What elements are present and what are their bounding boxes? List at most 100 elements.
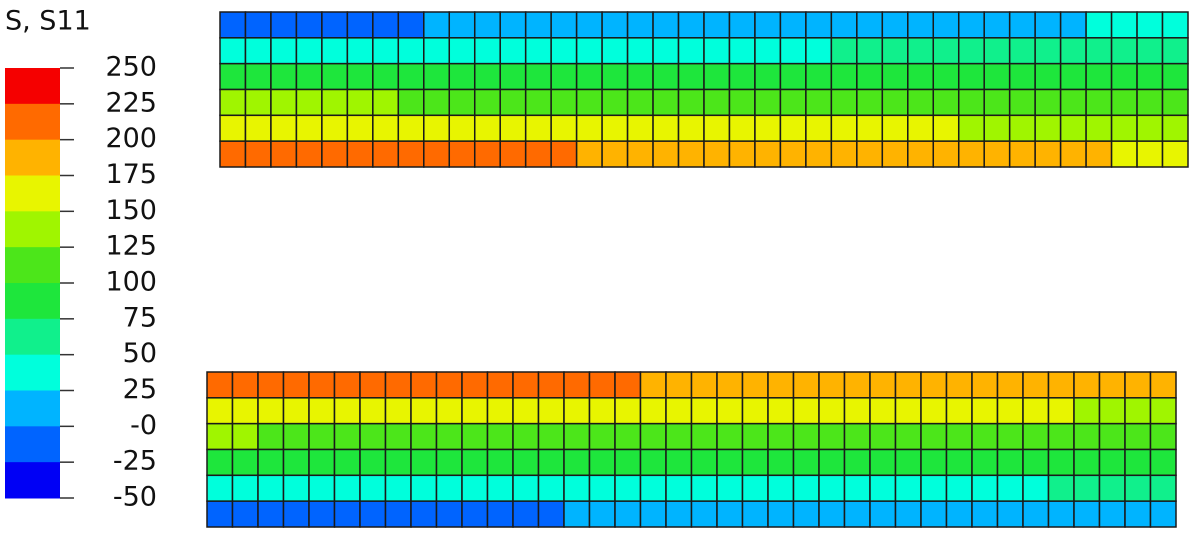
mesh-element — [384, 500, 412, 528]
mesh-element — [461, 500, 489, 528]
mesh-element — [601, 88, 629, 117]
mesh-element — [575, 37, 603, 65]
mesh-element — [282, 371, 310, 399]
mesh-element — [639, 422, 667, 451]
mesh-element — [448, 62, 476, 91]
mesh-element — [741, 448, 769, 477]
mesh-element — [639, 474, 667, 502]
mesh-element — [1124, 448, 1152, 477]
mesh-element — [665, 371, 693, 399]
mesh-element — [1136, 140, 1164, 168]
mesh-element — [869, 422, 897, 451]
mesh-element — [1047, 474, 1075, 502]
mesh-element — [728, 140, 756, 168]
mesh-element — [1149, 371, 1177, 399]
mesh-element — [397, 114, 425, 142]
mesh-element — [231, 448, 259, 477]
mesh-element — [1085, 62, 1113, 91]
mesh-element — [626, 11, 654, 39]
mesh-element — [601, 114, 629, 142]
mesh-element — [1022, 371, 1050, 399]
mesh-element — [665, 448, 693, 477]
mesh-element — [461, 422, 489, 451]
mesh-element — [499, 11, 527, 39]
mesh-element — [384, 474, 412, 502]
mesh-element — [563, 448, 591, 477]
mesh-element — [359, 500, 387, 528]
mesh-element — [716, 474, 744, 502]
mesh-element — [818, 448, 846, 477]
mesh-element — [563, 371, 591, 399]
mesh-element — [1073, 422, 1101, 451]
mesh-element — [945, 474, 973, 502]
mesh-element — [423, 37, 451, 65]
mesh-element — [1110, 11, 1138, 39]
mesh-element — [537, 397, 565, 425]
mesh-element — [282, 474, 310, 502]
mesh-element — [856, 140, 884, 168]
mesh-element — [1073, 371, 1101, 399]
mesh-element — [945, 422, 973, 451]
mesh-element — [894, 371, 922, 399]
mesh-element — [1034, 62, 1062, 91]
mesh-element — [983, 88, 1011, 117]
mesh-element — [219, 140, 247, 168]
mesh-element — [512, 397, 540, 425]
mesh-element — [1047, 371, 1075, 399]
legend-band — [5, 175, 60, 212]
mesh-element — [537, 371, 565, 399]
mesh-element — [754, 114, 782, 142]
mesh-element — [206, 474, 234, 502]
mesh-element — [333, 474, 361, 502]
mesh-element — [843, 474, 871, 502]
mesh-element — [486, 397, 514, 425]
mesh-element — [1098, 448, 1126, 477]
mesh-element — [869, 474, 897, 502]
mesh-element — [754, 62, 782, 91]
mesh-element — [971, 397, 999, 425]
mesh-element — [1073, 397, 1101, 425]
mesh-element — [779, 62, 807, 91]
mesh-element — [1161, 37, 1189, 65]
mesh-element — [971, 500, 999, 528]
mesh-element — [346, 88, 374, 117]
legend-label: 150 — [105, 195, 157, 226]
mesh-element — [805, 114, 833, 142]
mesh-element — [1059, 11, 1087, 39]
mesh-element — [741, 474, 769, 502]
mesh-element — [690, 397, 718, 425]
mesh-element — [1124, 474, 1152, 502]
legend-label: 250 — [105, 52, 157, 83]
mesh-element — [1098, 397, 1126, 425]
mesh-element — [818, 397, 846, 425]
mesh-element — [1161, 62, 1189, 91]
mesh-element — [473, 37, 501, 65]
mesh-element — [639, 500, 667, 528]
mesh-element — [1008, 11, 1036, 39]
mesh-element — [1136, 11, 1164, 39]
mesh-element — [499, 37, 527, 65]
mesh-element — [1161, 11, 1189, 39]
legend-label: 175 — [105, 159, 157, 190]
mesh-element — [473, 88, 501, 117]
legend-label: 25 — [123, 374, 157, 405]
mesh-element — [575, 140, 603, 168]
mesh-element — [588, 422, 616, 451]
mesh-element — [448, 140, 476, 168]
legend-band — [5, 139, 60, 176]
mesh-element — [550, 62, 578, 91]
legend-band — [5, 103, 60, 141]
mesh-element — [372, 11, 400, 39]
mesh-element — [231, 474, 259, 502]
mesh-element — [957, 140, 985, 168]
mesh-element — [996, 448, 1024, 477]
mesh-element — [524, 62, 552, 91]
mesh-element — [856, 37, 884, 65]
mesh-element — [881, 88, 909, 117]
mesh-element — [231, 397, 259, 425]
mesh-element — [1124, 422, 1152, 451]
mesh-element — [384, 371, 412, 399]
mesh-element — [830, 114, 858, 142]
mesh-element — [257, 474, 285, 502]
mesh-element — [550, 88, 578, 117]
